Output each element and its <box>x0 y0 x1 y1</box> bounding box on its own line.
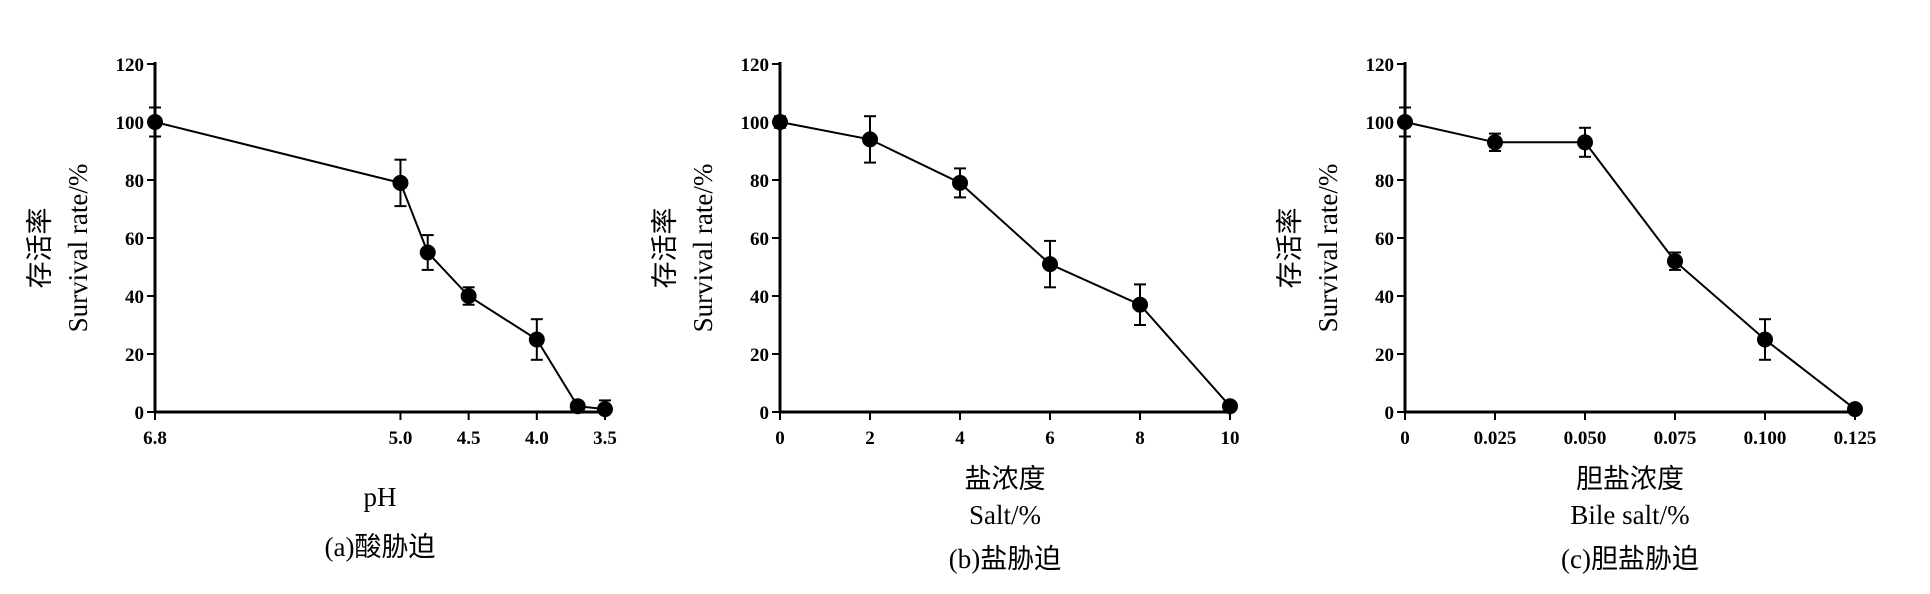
data-point <box>1487 134 1503 151</box>
y-tick-label: 100 <box>1366 113 1395 134</box>
y-axis-label: 存活率 Survival rate/% <box>25 164 93 333</box>
x-tick-label: 6.8 <box>143 428 167 449</box>
data-point <box>419 244 436 261</box>
y-tick-label: 0 <box>135 403 145 424</box>
y-axis-label: 存活率 Survival rate/% <box>650 164 718 333</box>
x-axis-label: 盐浓度 <box>965 464 1046 494</box>
y-tick-label: 120 <box>1366 55 1395 76</box>
data-point <box>392 174 409 191</box>
x-tick-label: 4 <box>955 428 965 449</box>
y-tick-label: 80 <box>750 171 769 192</box>
data-point <box>1667 253 1683 270</box>
y-axis-label-en: Survival rate/% <box>63 164 93 333</box>
data-point <box>597 401 613 418</box>
panel-c-bile-salt-stress: 0 20 40 60 80 100 120 0 0.025 0.050 0.075 0.100 0.12… <box>1275 55 1876 574</box>
y-axis-label-cn: 存活率 <box>650 208 680 289</box>
y-tick-label: 80 <box>1375 171 1394 192</box>
y-tick-label: 20 <box>1375 345 1394 366</box>
x-tick-label: 5.0 <box>389 428 413 449</box>
data-point <box>1847 401 1863 418</box>
x-tick-label: 4.0 <box>525 428 549 449</box>
x-tick-label: 0.025 <box>1474 428 1517 449</box>
y-tick-label: 80 <box>125 171 144 192</box>
data-point <box>1757 331 1773 348</box>
y-axis-label-cn: 存活率 <box>25 208 55 289</box>
y-tick-label: 20 <box>125 345 144 366</box>
x-axis-label: Salt/% <box>969 500 1041 530</box>
data-point <box>1397 114 1413 130</box>
x-tick-label: 3.5 <box>593 428 617 449</box>
x-tick-label: 6 <box>1045 428 1055 449</box>
x-tick-label: 4.5 <box>457 428 481 449</box>
x-tick-label: 0 <box>775 428 785 449</box>
panel-caption: (c)胆盐胁迫 <box>1561 544 1699 574</box>
x-tick-label: 0 <box>1400 428 1410 449</box>
y-axis-label-en: Survival rate/% <box>688 164 718 333</box>
panel-caption: (b)盐胁迫 <box>949 544 1061 574</box>
y-tick-label: 20 <box>750 345 769 366</box>
data-point <box>1042 256 1058 273</box>
y-axis-label-en: Survival rate/% <box>1313 164 1343 333</box>
data-point <box>460 288 477 304</box>
y-tick-label: 100 <box>741 113 770 134</box>
y-tick-label: 100 <box>116 113 145 134</box>
y-tick-label: 60 <box>750 229 769 250</box>
y-tick-label: 40 <box>125 287 144 308</box>
panel-b-salt-stress: 0 20 40 60 80 100 120 0 2 4 6 8 10 存活率 Survival rate/%… <box>650 55 1240 574</box>
y-tick-label: 0 <box>760 403 770 424</box>
data-point <box>772 114 788 130</box>
x-tick-label: 0.050 <box>1564 428 1607 449</box>
data-point <box>862 131 878 148</box>
data-point <box>1577 134 1593 151</box>
y-tick-label: 120 <box>741 55 770 76</box>
y-tick-label: 60 <box>125 229 144 250</box>
y-tick-label: 40 <box>750 287 769 308</box>
x-tick-label: 0.075 <box>1654 428 1697 449</box>
y-tick-label: 0 <box>1385 403 1395 424</box>
x-axis-label: pH <box>364 482 397 512</box>
x-axis-label: Bile salt/% <box>1570 500 1689 530</box>
x-tick-label: 0.100 <box>1744 428 1787 449</box>
data-point <box>1222 398 1238 415</box>
data-point <box>569 398 586 415</box>
series-line <box>1404 121 1856 410</box>
y-axis-label-cn: 存活率 <box>1275 208 1305 289</box>
y-tick-label: 60 <box>1375 229 1394 250</box>
data-point <box>1132 296 1148 313</box>
data-point <box>528 331 545 348</box>
y-tick-label: 40 <box>1375 287 1394 308</box>
panel-caption: (a)酸胁迫 <box>325 532 436 562</box>
data-point <box>952 174 968 191</box>
series-line <box>154 121 606 411</box>
x-tick-label: 0.125 <box>1834 428 1877 449</box>
series-line <box>779 121 1231 407</box>
x-tick-label: 8 <box>1135 428 1145 449</box>
panel-a-acid-stress: 0 20 40 60 80 100 120 6.8 5.0 4.5 4.0 3.5 存活率 Surviva… <box>25 55 617 562</box>
data-point <box>147 114 163 130</box>
x-axis-label: 胆盐浓度 <box>1576 464 1684 494</box>
y-axis-label: 存活率 Survival rate/% <box>1275 164 1343 333</box>
x-tick-label: 2 <box>865 428 875 449</box>
y-tick-label: 120 <box>116 55 145 76</box>
x-tick-label: 10 <box>1221 428 1240 449</box>
